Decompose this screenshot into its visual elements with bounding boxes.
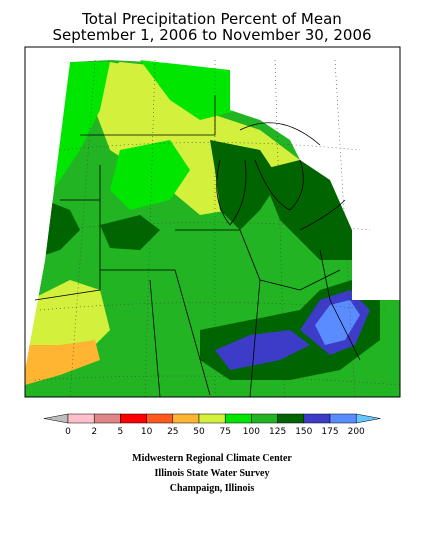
legend-tick-label: 100 (243, 427, 260, 437)
legend-swatch (146, 413, 174, 424)
title-line-2: September 1, 2006 to November 30, 2006 (52, 26, 371, 44)
legend-tick-label: 150 (295, 427, 312, 437)
legend-swatch (329, 413, 357, 424)
credit-line: Illinois State Water Survey (155, 468, 270, 479)
map (24, 46, 401, 398)
legend-swatch (224, 413, 252, 424)
credit-line: Champaign, Illinois (170, 483, 255, 494)
legend-tick-label: 200 (348, 427, 365, 437)
legend-swatch (198, 413, 226, 424)
legend-tick-label: 2 (91, 427, 97, 437)
legend-tick-label: 0 (65, 427, 71, 437)
legend-tick-label: 175 (321, 427, 338, 437)
title-line-1: Total Precipitation Percent of Mean (81, 10, 342, 28)
legend-tick-label: 25 (167, 427, 178, 437)
legend-swatch (67, 413, 95, 424)
credit-line: Midwestern Regional Climate Center (132, 453, 292, 464)
legend-arrow (43, 413, 69, 424)
legend-tick-label: 50 (193, 427, 205, 437)
legend-tick-label: 75 (219, 427, 230, 437)
legend-tick-label: 10 (141, 427, 153, 437)
legend: 0 2 5 10 25 50 75 100 125 150 175 200 (43, 413, 381, 437)
legend-swatch (172, 413, 200, 424)
legend-tick-label: 125 (269, 427, 286, 437)
legend-swatch (251, 413, 278, 424)
legend-swatch (93, 413, 121, 424)
legend-swatch (303, 413, 331, 424)
legend-tick-label: 5 (118, 427, 124, 437)
legend-swatch (277, 413, 305, 424)
legend-arrow (355, 413, 381, 424)
legend-swatch (120, 413, 147, 424)
